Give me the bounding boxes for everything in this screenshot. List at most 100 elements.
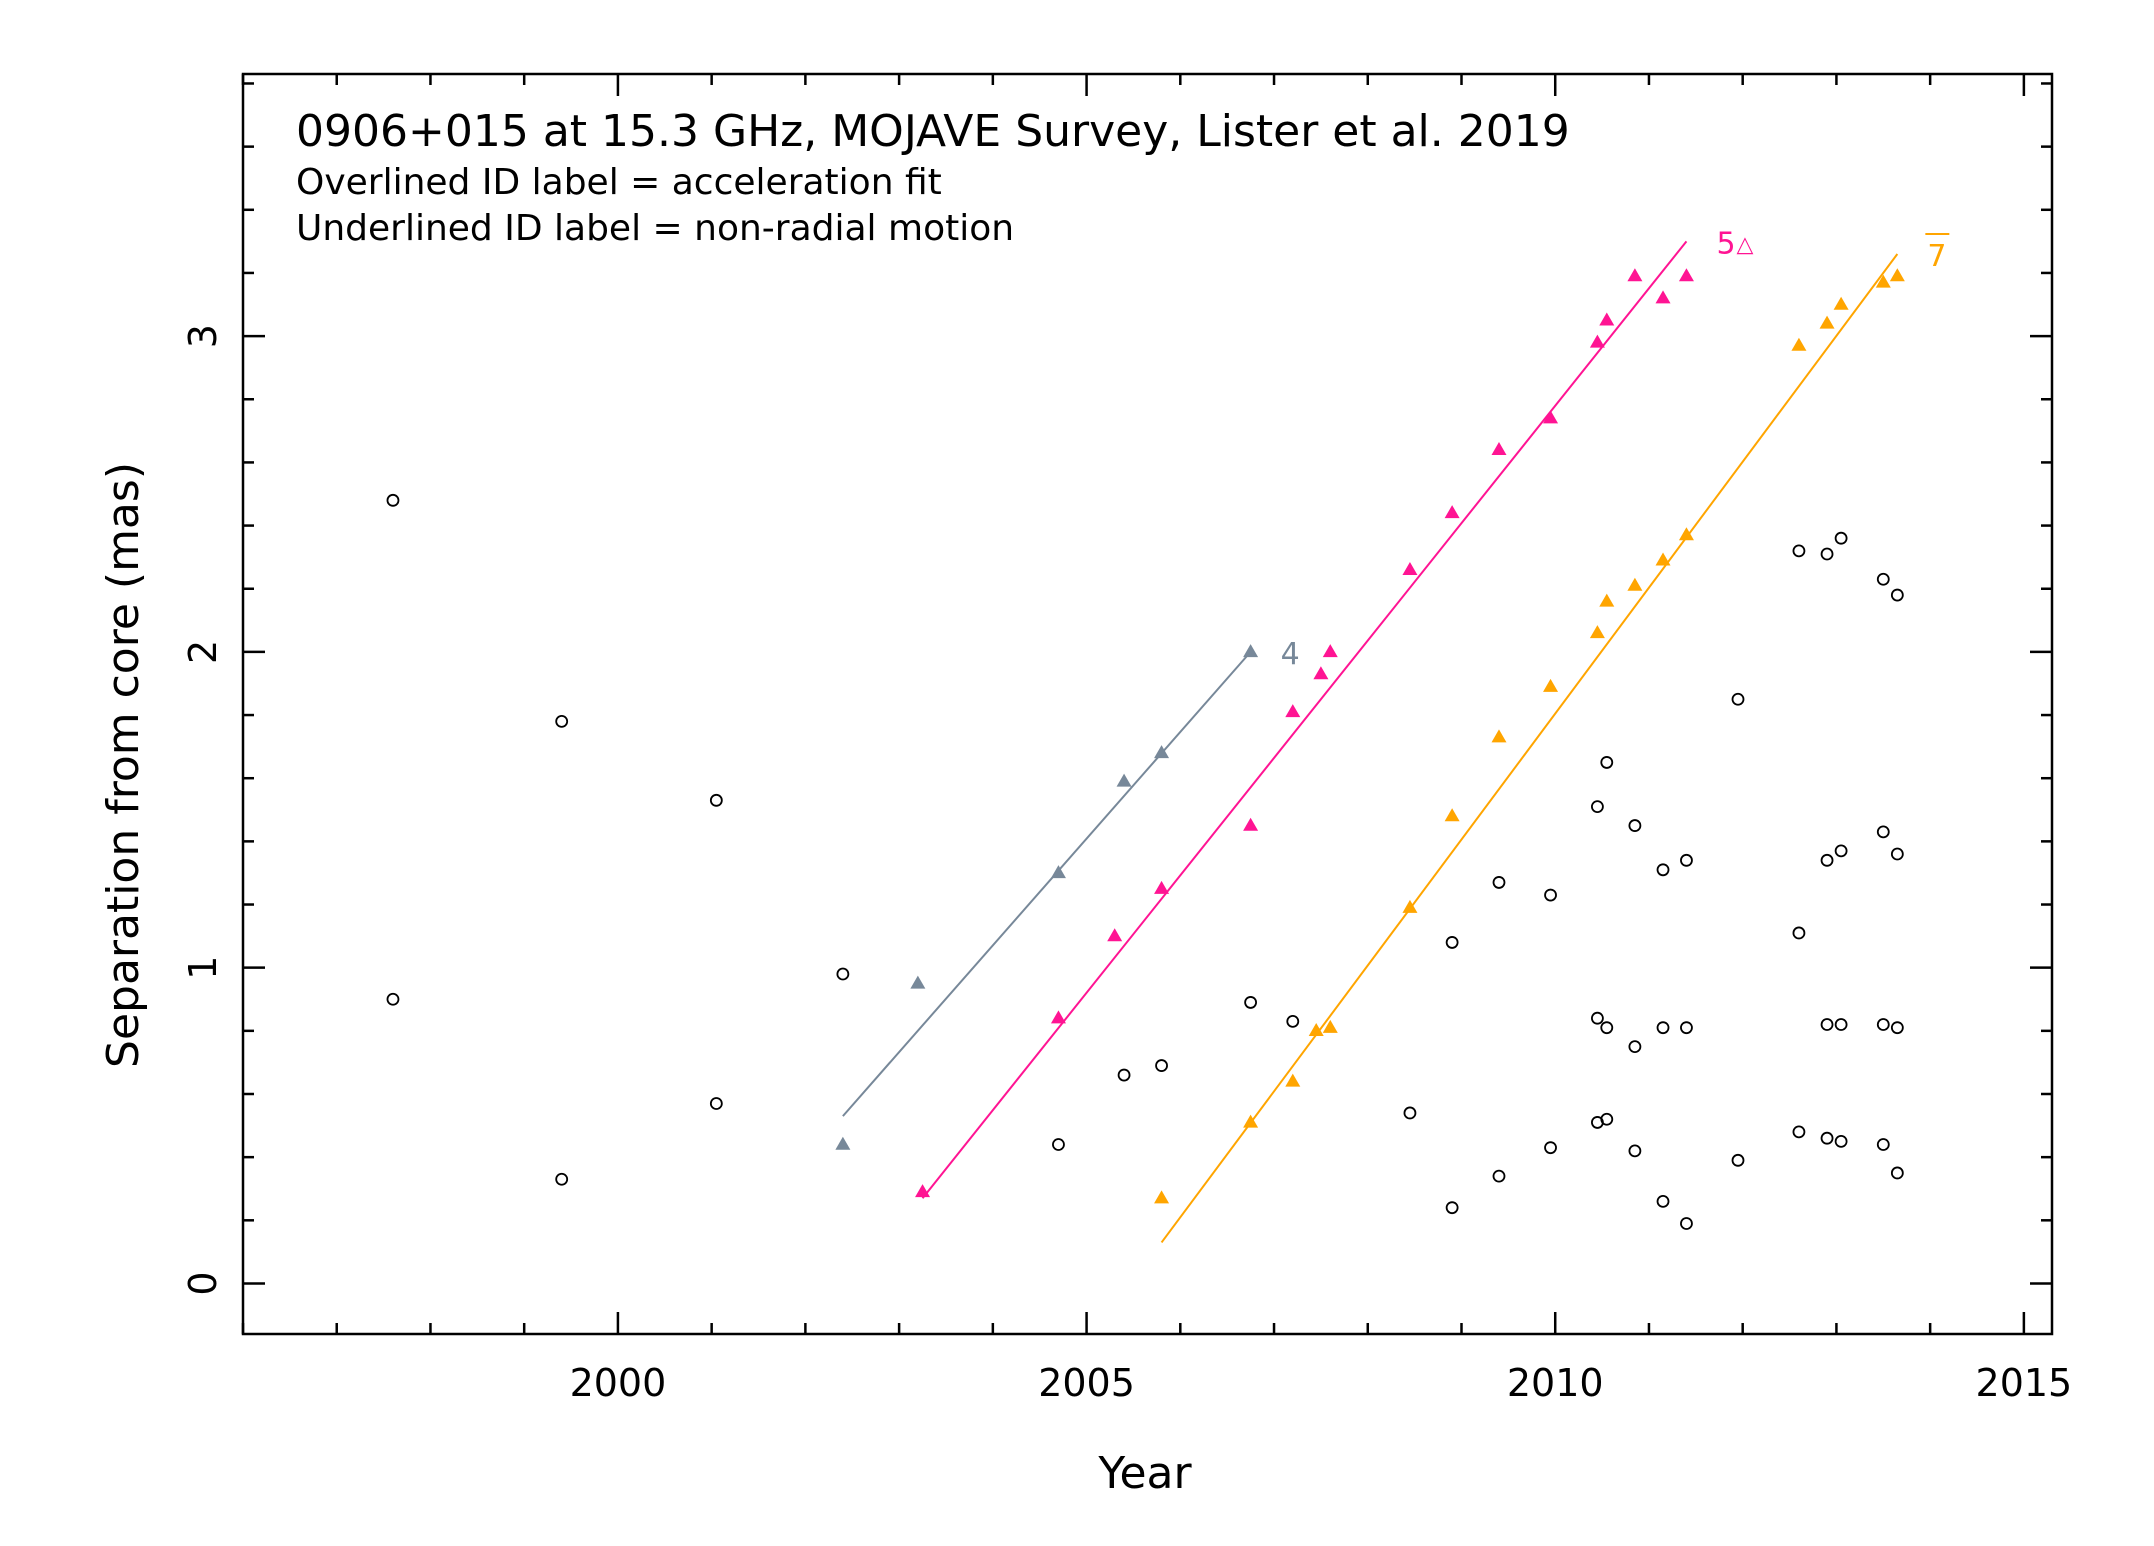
data-point bbox=[1544, 1141, 1557, 1155]
data-point bbox=[1589, 625, 1605, 639]
data-point bbox=[1116, 773, 1132, 787]
data-point bbox=[1875, 274, 1891, 288]
series-unassigned bbox=[386, 493, 1904, 1230]
data-point bbox=[915, 1184, 931, 1198]
data-point bbox=[1402, 561, 1418, 575]
data-point bbox=[1819, 315, 1835, 329]
chart-title: 0906+015 at 15.3 GHz, MOJAVE Survey, Lis… bbox=[296, 106, 1570, 157]
data-point bbox=[1792, 544, 1806, 558]
data-point bbox=[1445, 936, 1459, 949]
data-point bbox=[1600, 1021, 1614, 1035]
x-axis-label: Year bbox=[1097, 1448, 1192, 1499]
data-point bbox=[1820, 547, 1834, 561]
data-point bbox=[1050, 1010, 1066, 1024]
data-point bbox=[1792, 926, 1806, 940]
data-point bbox=[1544, 888, 1557, 902]
data-point bbox=[1052, 1138, 1065, 1151]
data-point bbox=[1154, 880, 1170, 894]
data-point bbox=[1543, 678, 1559, 692]
data-point bbox=[1731, 1153, 1745, 1167]
data-point bbox=[1876, 825, 1890, 839]
label-marker: △ bbox=[1736, 232, 1753, 257]
data-point bbox=[1627, 268, 1643, 282]
series-5: 5 △ bbox=[915, 226, 1753, 1199]
series-id-label: 5 bbox=[1716, 226, 1735, 261]
data-point bbox=[1403, 1106, 1417, 1120]
x-tick-label: 2015 bbox=[1976, 1361, 2073, 1405]
series-layer: 45 △ 7 bbox=[386, 226, 1950, 1244]
data-point bbox=[1313, 666, 1329, 680]
data-point bbox=[1591, 800, 1604, 814]
data-point bbox=[1589, 334, 1605, 348]
y-tick-label: 1 bbox=[181, 956, 225, 980]
data-point bbox=[1599, 312, 1615, 326]
data-point bbox=[1628, 1144, 1642, 1158]
data-point bbox=[1285, 1073, 1301, 1087]
data-point bbox=[836, 967, 850, 981]
data-point bbox=[835, 1136, 851, 1150]
data-point bbox=[1678, 527, 1694, 541]
data-point bbox=[555, 1172, 569, 1186]
data-point bbox=[1492, 876, 1506, 889]
data-point bbox=[1656, 1021, 1670, 1035]
data-point bbox=[1656, 863, 1670, 877]
data-point bbox=[1833, 296, 1849, 310]
data-point bbox=[910, 975, 926, 989]
data-point bbox=[1491, 441, 1507, 455]
series-id-label: 4 bbox=[1281, 637, 1300, 672]
data-point bbox=[1627, 577, 1643, 591]
data-point bbox=[1154, 745, 1170, 759]
data-point bbox=[1791, 337, 1807, 351]
data-point bbox=[1820, 853, 1834, 867]
data-point bbox=[1402, 899, 1418, 913]
data-point bbox=[1890, 847, 1904, 861]
series-7: 7 bbox=[1154, 233, 1950, 1244]
data-point bbox=[1492, 1169, 1506, 1183]
data-point bbox=[1890, 1021, 1904, 1035]
data-point bbox=[1286, 1014, 1300, 1028]
data-point bbox=[1243, 644, 1259, 658]
x-tick-label: 2005 bbox=[1038, 1361, 1135, 1405]
data-point bbox=[1876, 1018, 1890, 1031]
series-id-label: 7 bbox=[1927, 239, 1946, 274]
data-point bbox=[1678, 268, 1694, 282]
data-point bbox=[1655, 552, 1671, 566]
data-point bbox=[1050, 865, 1066, 879]
data-point bbox=[1444, 505, 1460, 519]
data-point bbox=[1656, 1194, 1670, 1208]
data-point bbox=[1491, 729, 1507, 743]
data-point bbox=[1107, 928, 1123, 942]
axis-ticks bbox=[241, 74, 2052, 1334]
data-point bbox=[709, 793, 723, 807]
data-point bbox=[1834, 1134, 1848, 1148]
data-point bbox=[1731, 692, 1745, 706]
data-point bbox=[1876, 572, 1890, 586]
x-tick-label: 2000 bbox=[570, 1361, 667, 1405]
chart-subtitle-2: Underlined ID label = non-radial motion bbox=[296, 208, 1014, 249]
fit-line bbox=[921, 240, 1688, 1199]
fit-line bbox=[1160, 253, 1899, 1244]
plot-frame bbox=[241, 72, 2054, 1336]
data-point bbox=[1680, 1021, 1693, 1035]
data-point bbox=[1628, 819, 1642, 832]
axis-tick-labels: 2000 2005 2010 2015 0 1 2 3 bbox=[181, 324, 2072, 1405]
data-point bbox=[1889, 268, 1905, 282]
data-point bbox=[1600, 1112, 1614, 1126]
data-point bbox=[1285, 704, 1301, 718]
data-point bbox=[1322, 644, 1338, 658]
y-tick-label: 0 bbox=[181, 1271, 225, 1295]
y-axis-label: Separation from core (mas) bbox=[98, 462, 149, 1068]
data-point bbox=[1154, 1190, 1170, 1204]
data-point bbox=[1820, 1131, 1834, 1145]
data-point bbox=[1680, 853, 1693, 867]
data-point bbox=[555, 714, 569, 728]
data-point bbox=[1243, 817, 1259, 831]
data-point bbox=[1792, 1125, 1806, 1139]
data-point bbox=[1543, 410, 1559, 424]
data-point bbox=[1834, 1018, 1848, 1031]
data-point bbox=[1680, 1217, 1693, 1230]
data-point bbox=[1655, 290, 1671, 304]
data-point bbox=[1834, 531, 1848, 545]
data-point bbox=[1600, 756, 1614, 769]
